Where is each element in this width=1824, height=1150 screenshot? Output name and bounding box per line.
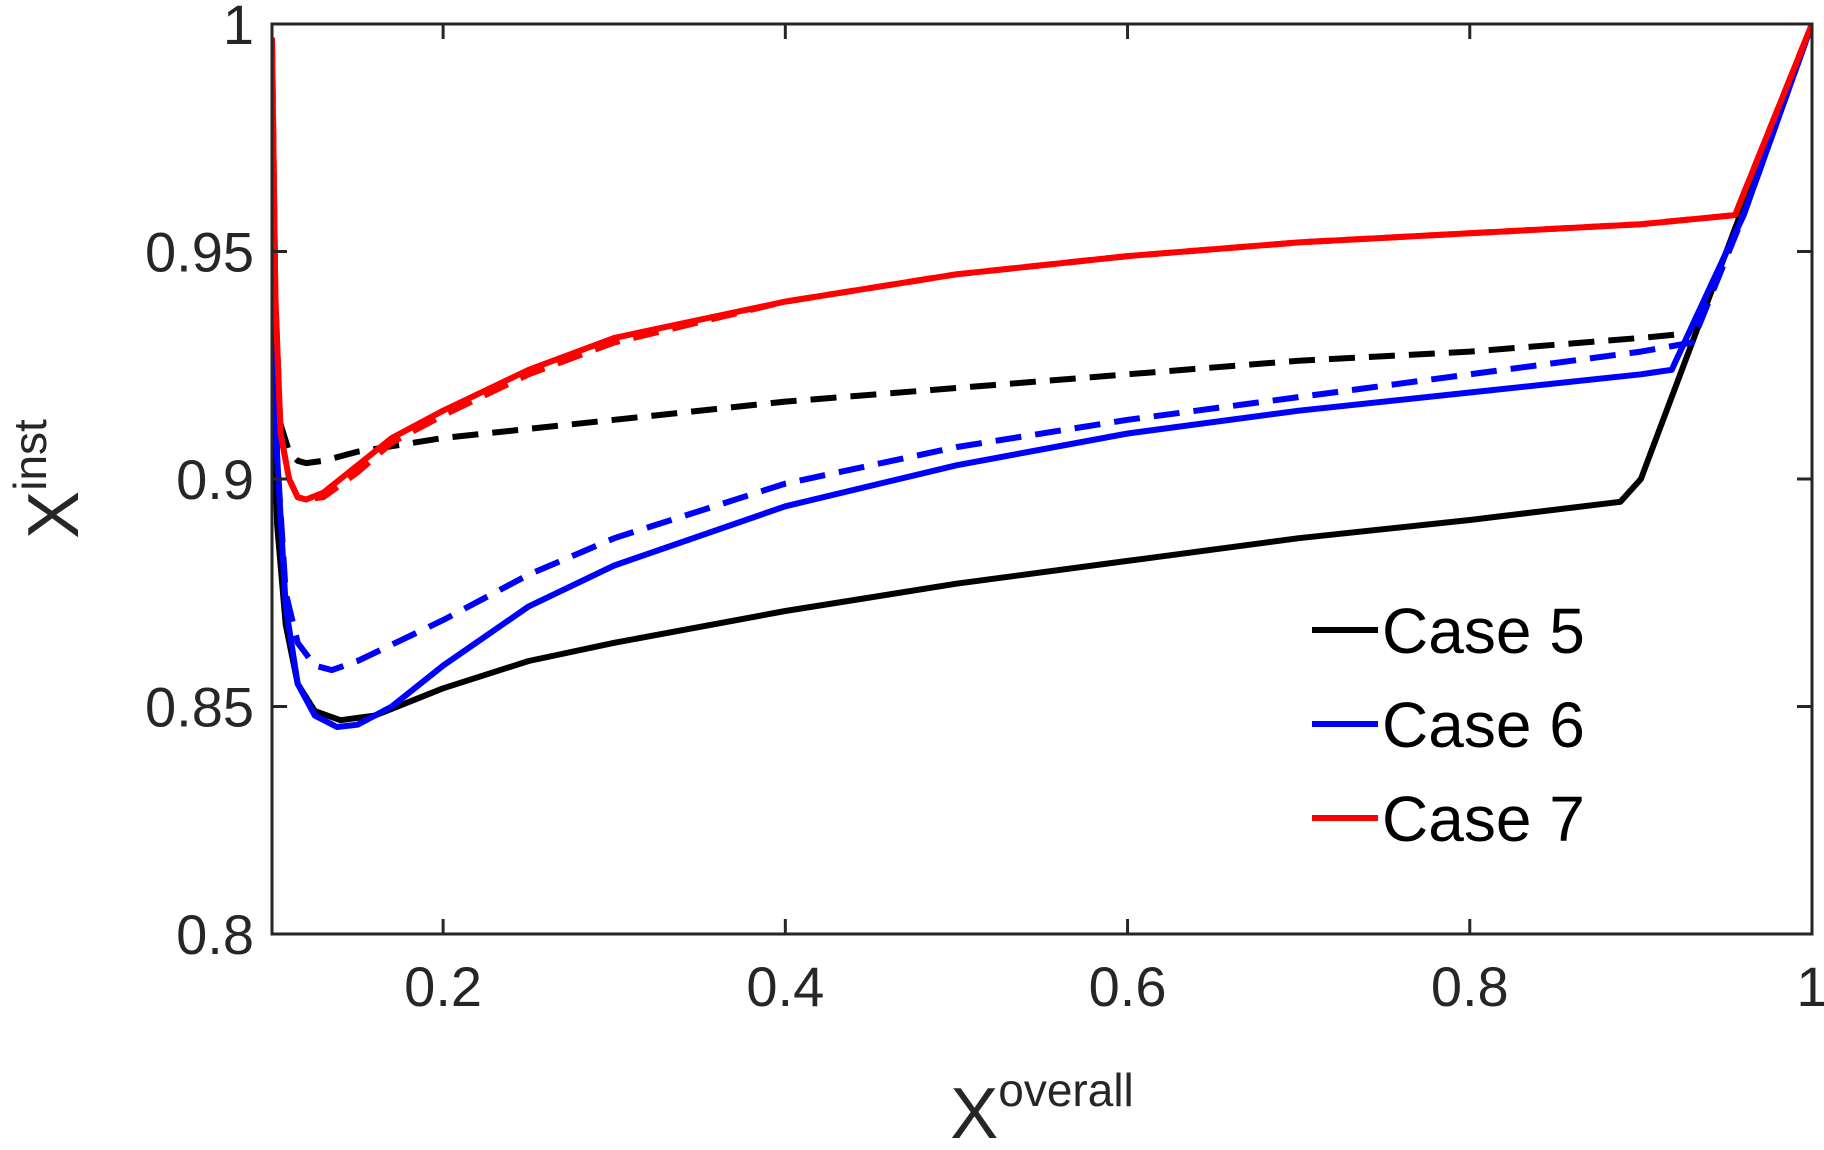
series-line-case-7-dashed <box>272 24 1812 503</box>
y-tick-label: 0.9 <box>176 448 254 511</box>
y-axis-label-base: X <box>14 491 94 539</box>
ticks-layer <box>272 22 1814 936</box>
x-axis-label: Xoverall <box>950 1064 1134 1150</box>
series-line-case-5-dashed <box>272 24 1812 467</box>
x-axis-label-sup: overall <box>998 1064 1134 1116</box>
x-axis-label-base: X <box>950 1074 998 1150</box>
y-tick-label: 0.85 <box>145 676 254 739</box>
tick-labels-layer: 0.2 0.4 0.6 0.8 1 0.8 0.85 0.9 0.95 1 <box>145 0 1824 1018</box>
legend: Case 5 Case 6 Case 7 <box>1312 595 1585 855</box>
legend-label: Case 7 <box>1382 783 1585 855</box>
y-tick-label: 0.8 <box>176 903 254 966</box>
x-tick-label: 0.4 <box>746 955 824 1018</box>
x-tick-label: 1 <box>1796 955 1824 1018</box>
x-tick-label: 0.2 <box>404 955 482 1018</box>
legend-label: Case 6 <box>1382 689 1585 761</box>
y-axis-label-sup: inst <box>4 419 56 491</box>
x-tick-label: 0.8 <box>1431 955 1509 1018</box>
y-axis-label: Xinst <box>4 419 94 539</box>
legend-item-case-7: Case 7 <box>1312 783 1585 855</box>
legend-item-case-5: Case 5 <box>1312 595 1585 667</box>
legend-item-case-6: Case 6 <box>1312 689 1585 761</box>
legend-label: Case 5 <box>1382 595 1585 667</box>
series-layer <box>272 24 1812 730</box>
series-line-case-6-dashed <box>272 24 1812 674</box>
x-tick-label: 0.6 <box>1089 955 1167 1018</box>
y-tick-label: 0.95 <box>145 221 254 284</box>
y-tick-label: 1 <box>223 0 254 56</box>
series-line-case-6 <box>272 24 1812 730</box>
plot-background <box>272 24 1812 934</box>
